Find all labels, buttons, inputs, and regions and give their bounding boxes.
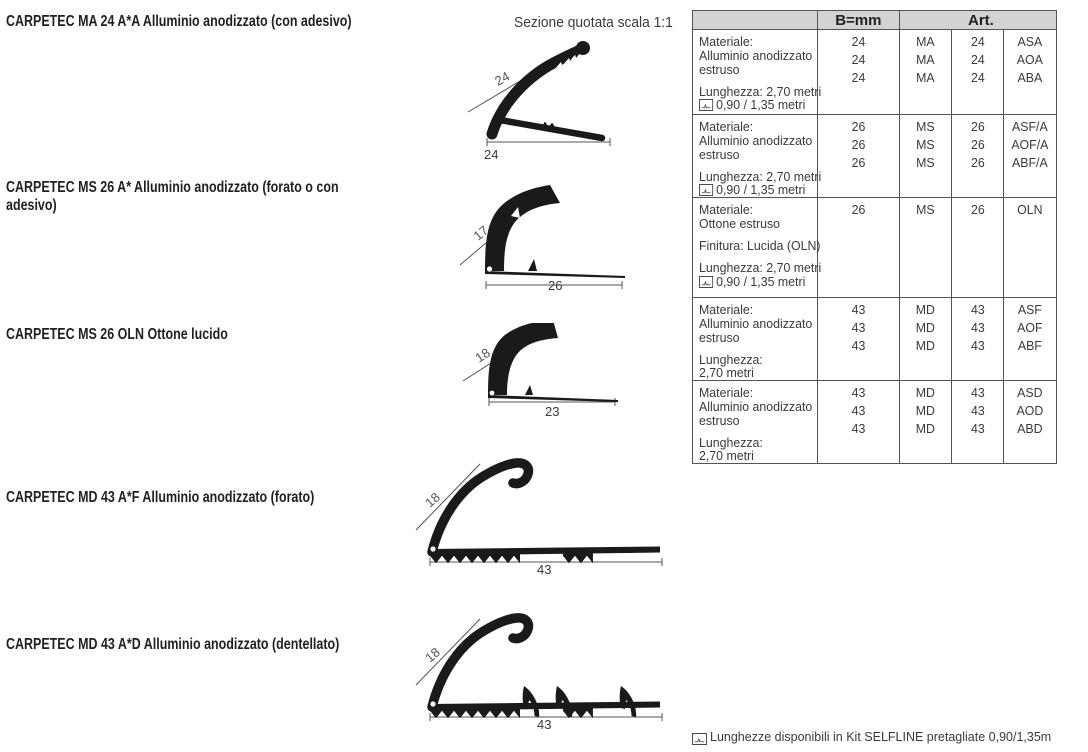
svg-text:18: 18 (422, 489, 443, 510)
svg-text:18: 18 (422, 644, 443, 665)
svg-text:24: 24 (492, 68, 512, 88)
svg-text:18: 18 (472, 345, 492, 365)
